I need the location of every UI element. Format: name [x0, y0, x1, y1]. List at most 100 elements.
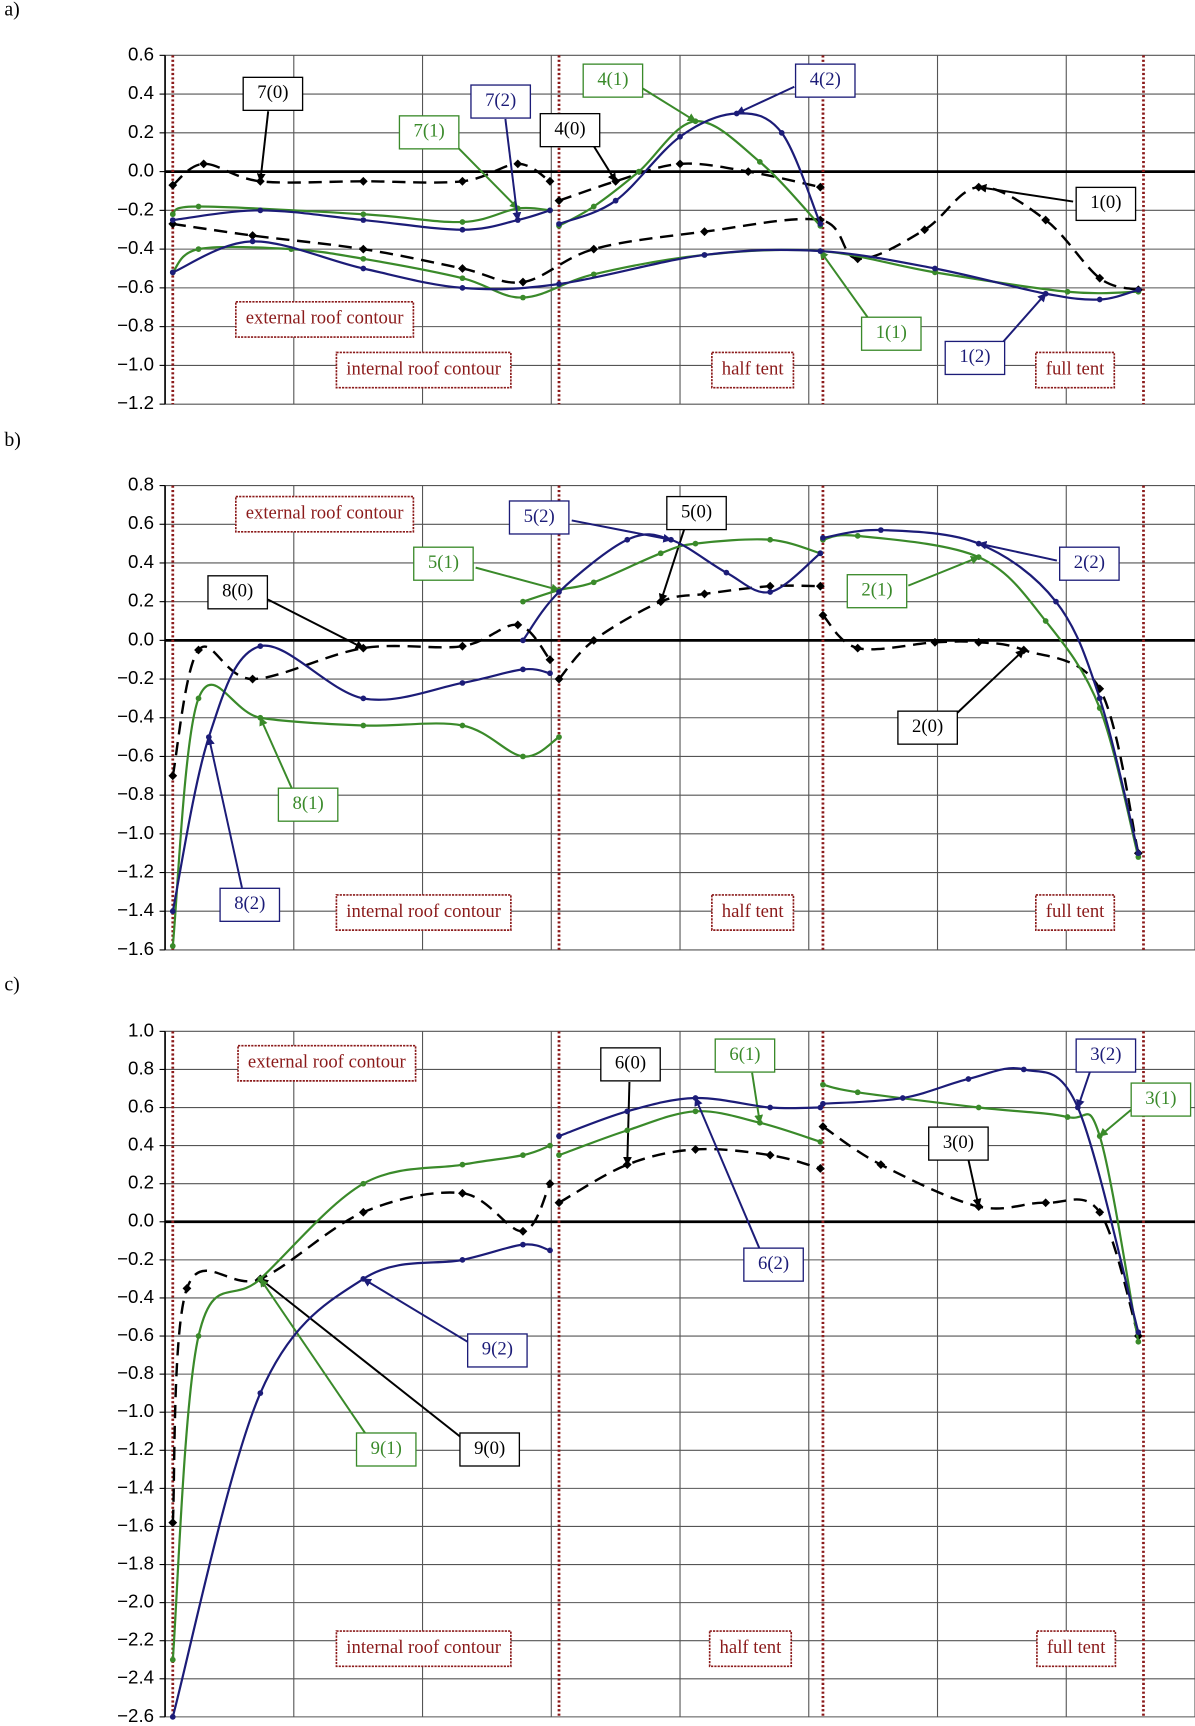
- marker: [677, 133, 683, 140]
- y-tick-label: −0.8: [117, 315, 154, 336]
- marker: [1041, 1198, 1051, 1208]
- y-tick-label: −1.4: [117, 899, 154, 920]
- line: [171, 623, 551, 777]
- marker: [520, 598, 526, 605]
- annotation-box: [539, 112, 601, 148]
- annotation-arrow: [362, 1278, 469, 1344]
- panel: a) 0.6 0.4 0.2 0.0 −0.2 −0.4 −0.6 −0.8 −1.0 −1.2 1(…: [4, 0, 1195, 413]
- marker: [545, 1179, 555, 1189]
- annotation-box: [1075, 1038, 1137, 1073]
- series-label: 3(2): [1090, 1044, 1121, 1065]
- annotation-box: [666, 495, 727, 531]
- series-label: 3(1): [1145, 1088, 1176, 1109]
- annotation-box: [1058, 546, 1120, 581]
- y-tick-label: 0.2: [128, 590, 154, 611]
- region-label: internal roof contour: [346, 901, 501, 922]
- marker: [459, 219, 466, 225]
- series-label: 8(1): [293, 793, 324, 814]
- marker: [556, 1152, 562, 1158]
- marker: [624, 536, 631, 543]
- marker: [817, 248, 824, 254]
- annotation-arrow: [977, 183, 1074, 203]
- y-tick-label: −0.8: [117, 1362, 154, 1383]
- region-label: external roof contour: [246, 502, 405, 523]
- marker: [168, 1518, 178, 1528]
- y-tick-label: 0.0: [128, 160, 154, 181]
- line: [171, 644, 551, 912]
- y-tick-label: −0.4: [117, 237, 154, 258]
- y-tick-label: 0.2: [128, 1172, 154, 1193]
- marker: [547, 1142, 553, 1149]
- marker: [815, 581, 825, 591]
- marker: [899, 1095, 906, 1101]
- region-box: [335, 1630, 512, 1668]
- region-box: [237, 1044, 417, 1082]
- marker: [554, 674, 564, 684]
- marker: [358, 244, 368, 254]
- series-label: 2(2): [1074, 552, 1105, 573]
- y-tick-label: −2.6: [117, 1705, 154, 1726]
- region-box: [1036, 1630, 1117, 1668]
- y-tick-label: 0.2: [128, 121, 154, 142]
- marker: [692, 1108, 699, 1115]
- marker: [767, 589, 774, 595]
- annotation-box: [1130, 1082, 1192, 1117]
- marker: [360, 1180, 367, 1187]
- y-tick-label: 0.4: [128, 1134, 154, 1155]
- marker: [520, 637, 526, 644]
- marker: [547, 670, 553, 677]
- y-tick-label: −0.2: [117, 1248, 154, 1269]
- region-label: internal roof contour: [346, 1637, 501, 1658]
- line: [171, 1144, 551, 1660]
- annotation-arrow: [623, 1081, 632, 1166]
- marker: [360, 722, 367, 729]
- y-tick-label: −0.6: [117, 744, 154, 765]
- marker: [624, 1108, 631, 1115]
- series-label: 2(1): [861, 580, 892, 601]
- marker: [815, 182, 825, 192]
- region-label: half tent: [720, 1637, 783, 1658]
- y-tick-label: −2.0: [117, 1591, 154, 1612]
- marker: [169, 908, 176, 915]
- marker: [778, 129, 785, 136]
- region-box: [235, 300, 415, 338]
- marker: [820, 1081, 826, 1088]
- y-tick-label: −0.2: [117, 198, 154, 219]
- annotation-box: [277, 787, 339, 822]
- annotation-arrow: [642, 87, 697, 123]
- marker: [815, 1164, 825, 1173]
- annotation-arrow: [591, 142, 617, 183]
- marker: [199, 159, 209, 169]
- y-tick-label: 0.8: [128, 1057, 154, 1078]
- marker: [459, 680, 466, 686]
- annotation-arrow: [259, 1278, 464, 1440]
- marker: [459, 285, 466, 291]
- marker: [767, 536, 774, 543]
- y-tick-label: −1.0: [117, 353, 154, 374]
- y-tick-label: 0.4: [128, 82, 154, 103]
- marker: [520, 1241, 526, 1248]
- region-label: external roof contour: [246, 308, 405, 329]
- marker: [195, 1333, 202, 1339]
- annotation-box: [459, 1432, 521, 1467]
- annotation-arrow: [259, 716, 294, 790]
- marker: [820, 534, 826, 541]
- marker: [589, 635, 599, 645]
- y-tick-label: −0.8: [117, 783, 154, 804]
- series-label: 2(0): [912, 716, 943, 737]
- series-label: 9(2): [482, 1339, 513, 1360]
- series-label: 9(0): [474, 1438, 505, 1459]
- marker: [556, 589, 562, 595]
- marker: [248, 231, 258, 240]
- marker: [1064, 1114, 1071, 1120]
- region-box: [711, 894, 795, 931]
- series-label: 7(0): [257, 82, 288, 103]
- y-tick-label: 1.0: [128, 1019, 154, 1040]
- marker: [520, 666, 526, 673]
- marker: [590, 203, 597, 210]
- marker: [974, 637, 984, 647]
- series-label: 1(2): [959, 346, 990, 367]
- marker: [701, 252, 708, 258]
- marker: [756, 159, 763, 165]
